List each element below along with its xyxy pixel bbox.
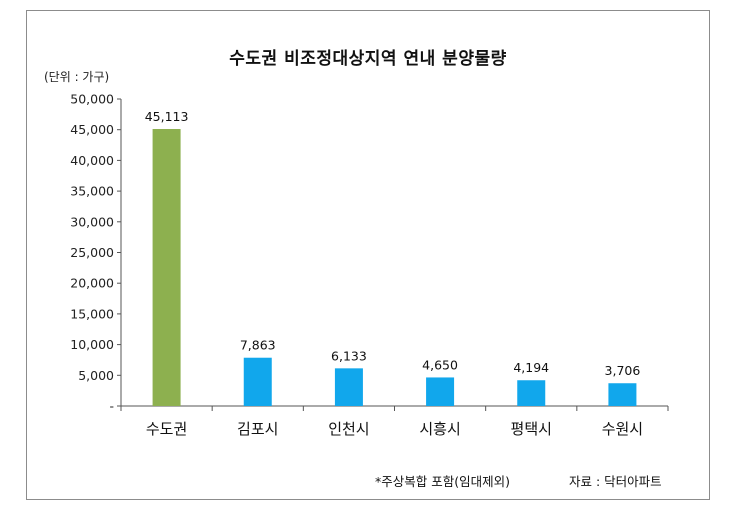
footnote: *주상복합 포함(임대제외) [375, 474, 510, 489]
y-tick-label: 50,000 [70, 92, 114, 107]
data-label: 4,194 [513, 360, 549, 375]
y-tick-label: 45,000 [70, 122, 114, 137]
source-note: 자료 : 닥터아파트 [569, 474, 662, 489]
bar-4 [426, 377, 455, 406]
bar-5 [517, 380, 546, 406]
bar-2 [243, 357, 272, 406]
y-tick-label: 40,000 [70, 153, 114, 168]
y-tick-label: 15,000 [70, 306, 114, 321]
bar-1 [152, 129, 181, 407]
data-label: 3,706 [605, 363, 641, 378]
x-category-label: 평택시 [511, 420, 552, 438]
chart-frame [26, 10, 710, 500]
y-tick-label: 25,000 [70, 245, 114, 260]
data-label: 4,650 [422, 357, 458, 372]
data-label: 45,113 [145, 109, 189, 124]
y-tick-label: 5,000 [78, 368, 114, 383]
x-category-label: 수도권 [146, 420, 187, 438]
unit-label: (단위 : 가구) [44, 70, 110, 84]
chart-title: 수도권 비조정대상지역 연내 분양물량 [229, 49, 507, 69]
data-label: 6,133 [331, 348, 367, 363]
y-tick-label: 20,000 [70, 276, 114, 291]
x-category-label: 인천시 [328, 420, 369, 438]
bar-6 [608, 383, 637, 406]
y-tick-label: - [109, 399, 114, 414]
y-tick-label: 35,000 [70, 184, 114, 199]
y-tick-label: 30,000 [70, 214, 114, 229]
data-label: 7,863 [240, 338, 276, 353]
y-tick-label: 10,000 [70, 337, 114, 352]
x-category-label: 시흥시 [419, 420, 460, 438]
x-category-label: 김포시 [237, 420, 278, 438]
x-category-label: 수원시 [602, 420, 643, 438]
bar-3 [334, 368, 363, 406]
